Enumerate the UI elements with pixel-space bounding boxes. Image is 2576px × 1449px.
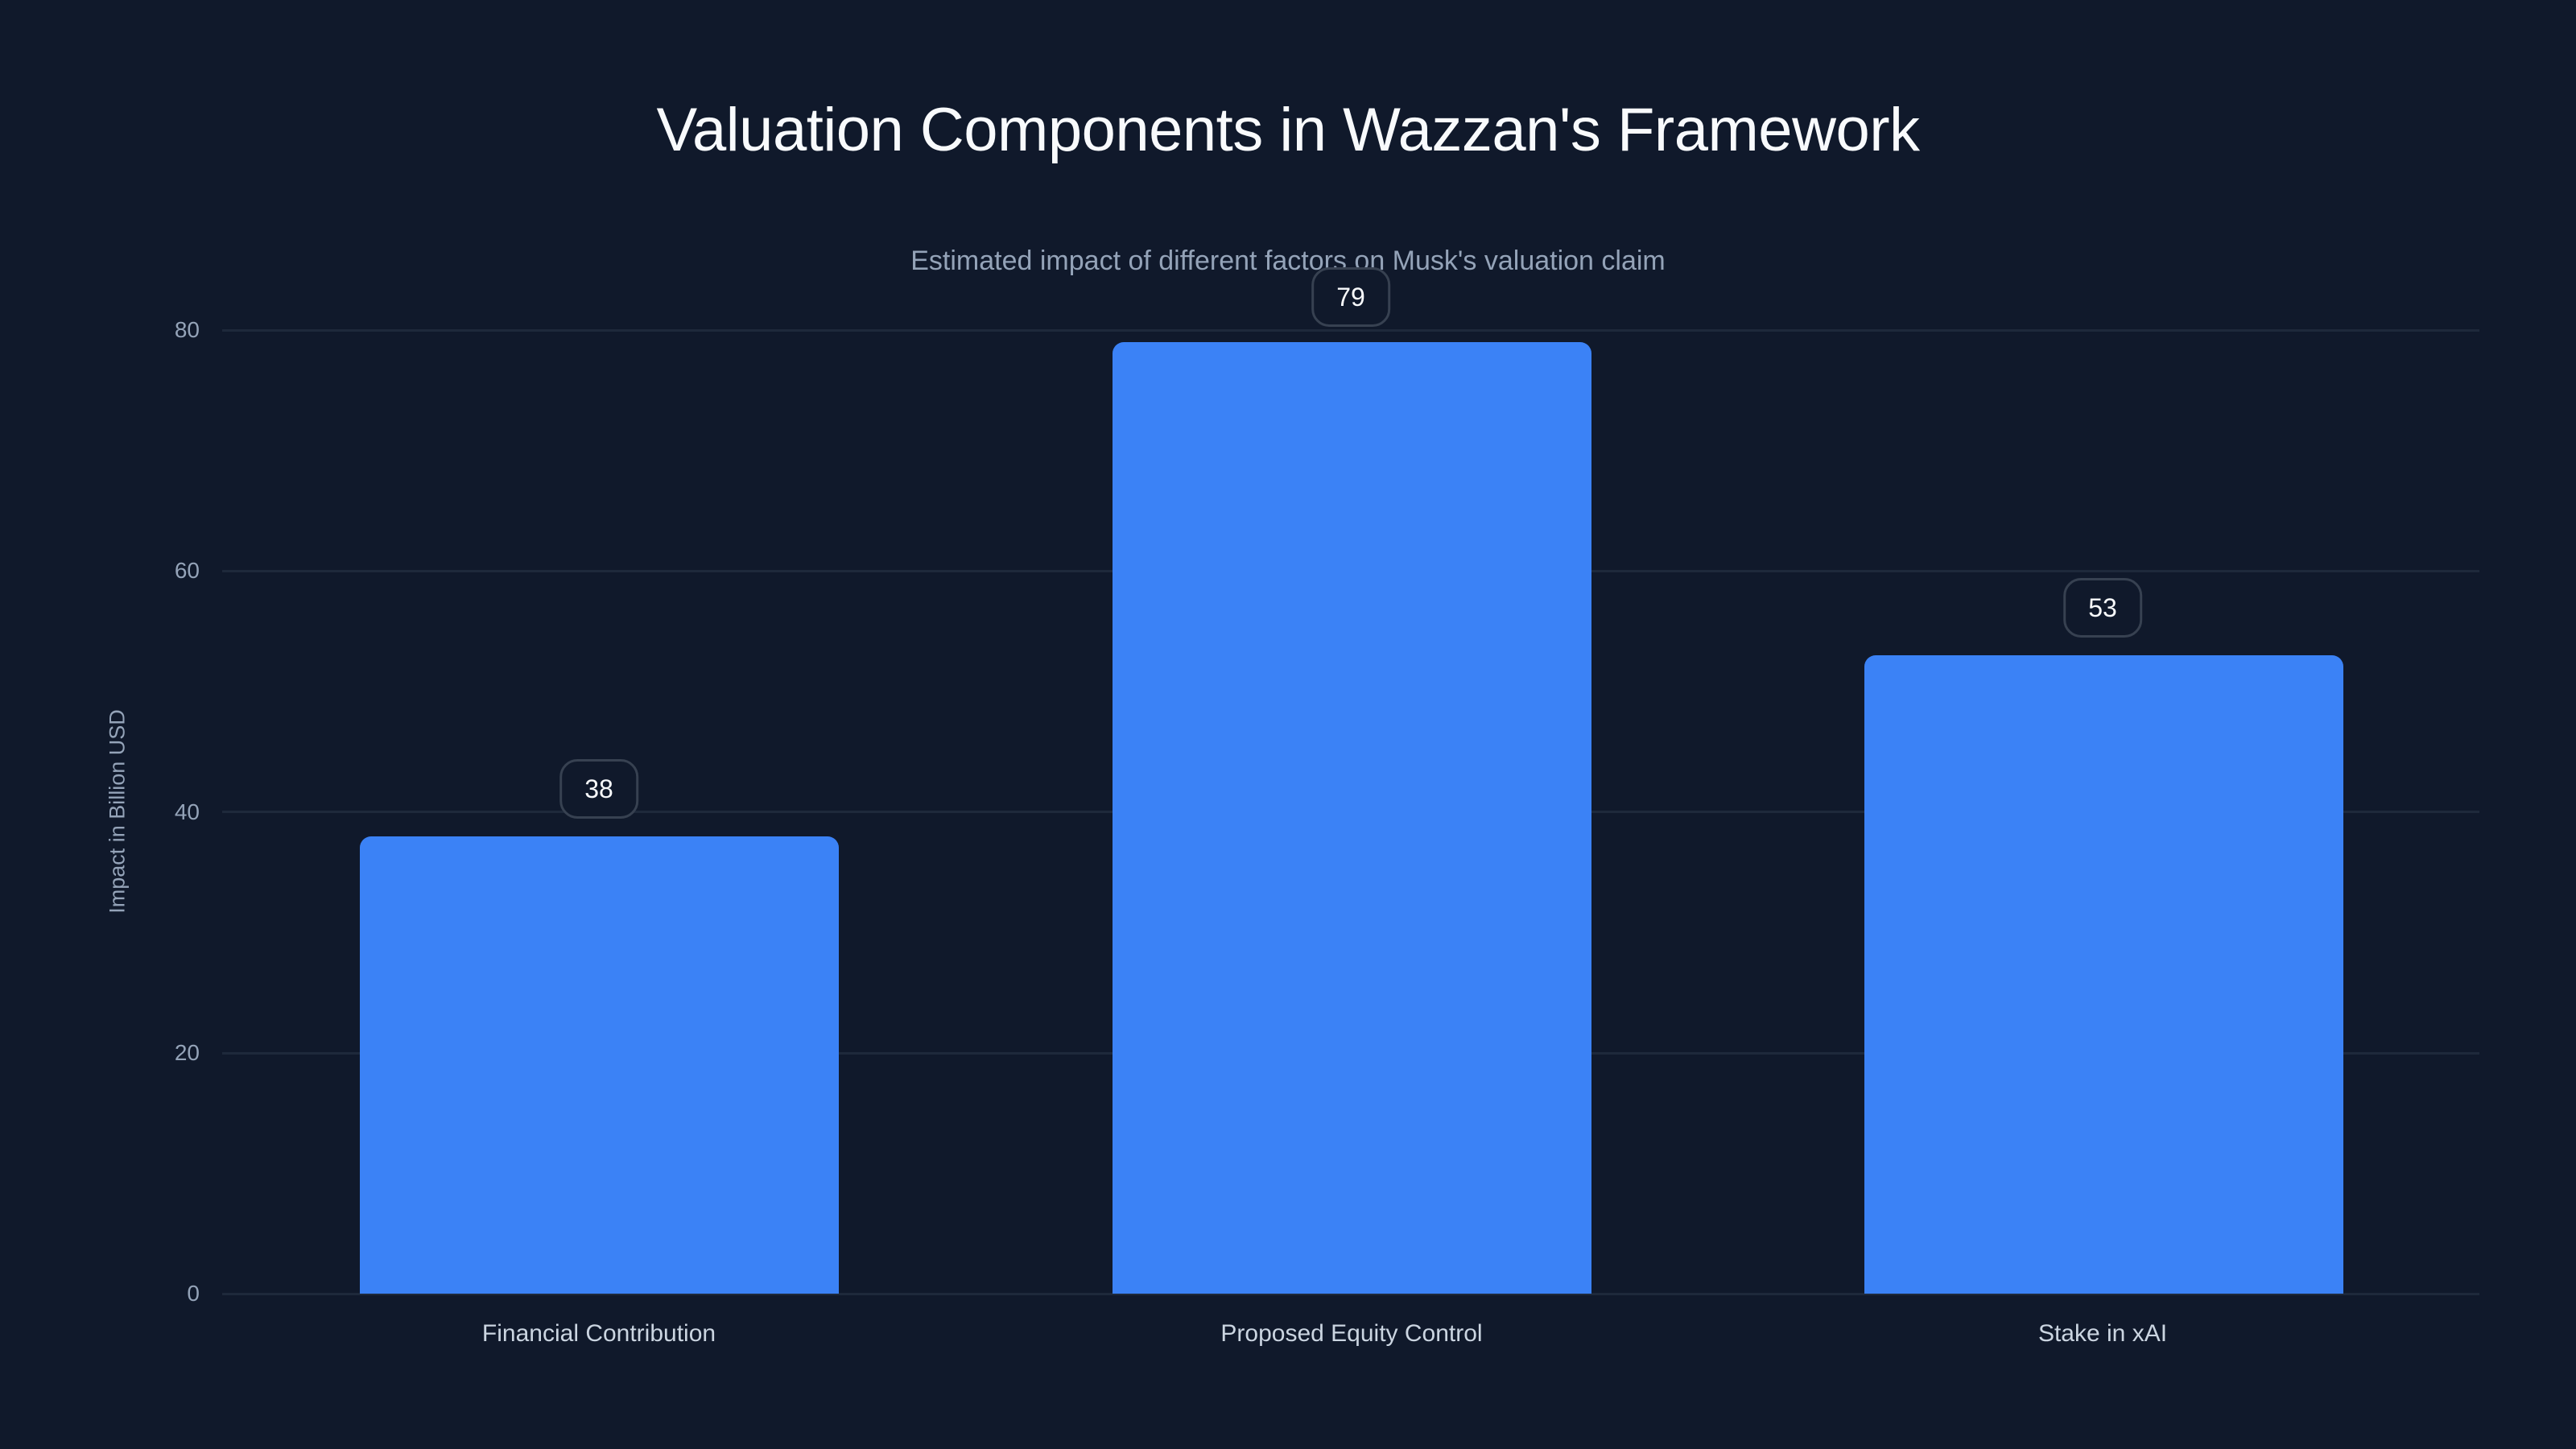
chart-title: Valuation Components in Wazzan's Framewo…	[656, 96, 1920, 164]
gridline-0	[222, 1293, 2479, 1295]
value-label-proposed-equity-control: 79	[1311, 267, 1390, 327]
x-tick-proposed-equity-control: Proposed Equity Control	[1220, 1320, 1483, 1347]
bar-proposed-equity-control[interactable]	[1113, 342, 1591, 1294]
gridline-80	[222, 329, 2479, 332]
value-label-financial-contribution: 38	[559, 759, 638, 819]
plot-area: 38 79 53	[222, 267, 2479, 1295]
value-label-stake-in-xai: 53	[2063, 578, 2142, 638]
y-tick-0: 0	[187, 1281, 200, 1306]
y-tick-60: 60	[174, 558, 200, 583]
y-tick-80: 80	[174, 317, 200, 342]
x-tick-financial-contribution: Financial Contribution	[481, 1320, 716, 1347]
chart-subtitle: Estimated impact of different factors on…	[910, 246, 1666, 276]
bar-financial-contribution[interactable]	[360, 836, 839, 1294]
x-tick-stake-in-xai: Stake in xAI	[2037, 1320, 2168, 1347]
y-tick-20: 20	[174, 1040, 200, 1065]
y-tick-40: 40	[174, 799, 200, 824]
bar-stake-in-xai[interactable]	[1864, 655, 2343, 1294]
y-axis-label: Impact in Billion USD	[105, 709, 130, 914]
